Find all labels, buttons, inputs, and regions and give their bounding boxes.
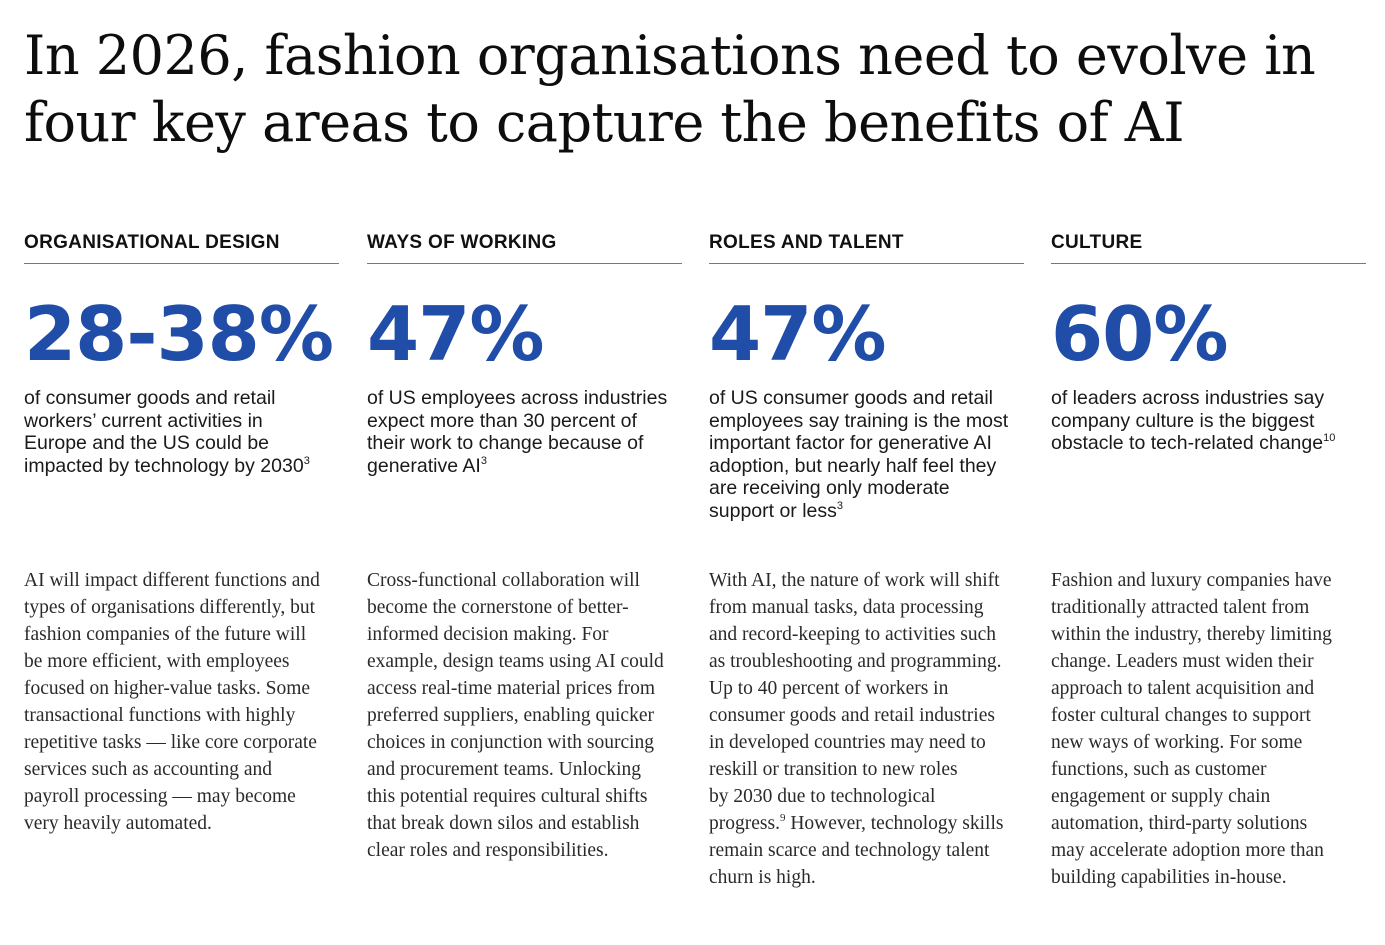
column-heading: ROLES AND TALENT bbox=[709, 232, 1024, 264]
body-paragraph: With AI, the nature of work will shift f… bbox=[709, 567, 1027, 891]
statistic-description: of US employees across industries expect… bbox=[367, 387, 685, 477]
key-statistic: 60% bbox=[1051, 290, 1229, 378]
body-line: may accelerate adoption more than bbox=[1051, 840, 1324, 861]
column-ways-of-working: WAYS OF WORKING 47% of US employees acro… bbox=[367, 232, 682, 861]
body-line: very heavily automated. bbox=[24, 813, 212, 834]
body-line: types of organisations differently, but bbox=[24, 597, 316, 618]
body-paragraph: Cross-functional collaboration will beco… bbox=[367, 567, 685, 864]
body-line: traditionally attracted talent from bbox=[1051, 597, 1310, 618]
body-line: remain scarce and technology talent bbox=[709, 840, 990, 861]
body-text-segment: progress. bbox=[709, 813, 780, 834]
body-line: functions, such as customer bbox=[1051, 759, 1267, 780]
footnote-ref: 3 bbox=[836, 499, 844, 512]
key-statistic: 47% bbox=[367, 290, 545, 378]
stat-desc-line: of leaders across industries say bbox=[1051, 387, 1325, 409]
body-line: foster cultural changes to support bbox=[1051, 705, 1311, 726]
body-line: AI will impact different functions and bbox=[24, 570, 320, 591]
body-line: preferred suppliers, enabling quicker bbox=[367, 705, 654, 726]
body-line: be more efficient, with employees bbox=[24, 651, 290, 672]
stat-desc-line: of US consumer goods and retail bbox=[709, 387, 993, 409]
body-line: progress.9 However, technology skills bbox=[709, 810, 1027, 837]
body-line: in developed countries may need to bbox=[709, 732, 986, 753]
stat-desc-line: important factor for generative AI bbox=[709, 432, 992, 454]
stat-desc-text: impacted by technology by 2030 bbox=[24, 454, 304, 477]
column-organisational-design: ORGANISATIONAL DESIGN 28-38% of consumer… bbox=[24, 232, 339, 834]
body-line: within the industry, thereby limiting bbox=[1051, 624, 1332, 645]
page-title: In 2026, fashion organisations need to e… bbox=[24, 22, 1354, 156]
stat-desc-text: obstacle to tech-related change bbox=[1051, 432, 1324, 454]
body-line: services such as accounting and bbox=[24, 759, 272, 780]
stat-desc-line: company culture is the biggest bbox=[1051, 409, 1315, 432]
body-text-segment: However, technology skills bbox=[785, 813, 1004, 834]
body-line: example, design teams using AI could bbox=[367, 651, 664, 672]
stat-desc-text: generative AI bbox=[367, 454, 481, 477]
key-statistic: 47% bbox=[709, 290, 887, 378]
body-line: change. Leaders must widen their bbox=[1051, 651, 1314, 672]
stat-desc-line: workers’ current activities in bbox=[24, 409, 263, 432]
stat-desc-line: obstacle to tech-related change10 bbox=[1051, 432, 1369, 455]
stat-desc-line: of US employees across industries bbox=[367, 387, 668, 409]
footnote-ref: 10 bbox=[1323, 432, 1336, 444]
body-line: building capabilities in-house. bbox=[1051, 867, 1287, 888]
statistic-description: of leaders across industries say company… bbox=[1051, 387, 1369, 455]
column-heading: WAYS OF WORKING bbox=[367, 232, 682, 264]
body-line: that break down silos and establish bbox=[367, 813, 640, 834]
stat-desc-line: employees say training is the most bbox=[709, 409, 1009, 432]
body-line: Up to 40 percent of workers in bbox=[709, 678, 949, 699]
body-line: by 2030 due to technological bbox=[709, 786, 936, 807]
stat-desc-line: their work to change because of bbox=[367, 432, 644, 454]
column-heading: CULTURE bbox=[1051, 232, 1366, 264]
body-line: reskill or transition to new roles bbox=[709, 759, 958, 780]
title-line-2: four key areas to capture the benefits o… bbox=[24, 91, 1185, 154]
body-line: and record-keeping to activities such bbox=[709, 624, 996, 645]
stat-desc-line: of consumer goods and retail bbox=[24, 387, 276, 409]
body-paragraph: Fashion and luxury companies have tradit… bbox=[1051, 567, 1369, 891]
column-roles-and-talent: ROLES AND TALENT 47% of US consumer good… bbox=[709, 232, 1024, 888]
body-line: automation, third-party solutions bbox=[1051, 813, 1308, 834]
stat-desc-text: support or less bbox=[709, 499, 837, 522]
body-line: access real-time material prices from bbox=[367, 678, 656, 699]
statistic-description: of US consumer goods and retail employee… bbox=[709, 387, 1027, 522]
body-line: focused on higher-value tasks. Some bbox=[24, 678, 311, 699]
body-line: churn is high. bbox=[709, 867, 816, 888]
footnote-ref: 3 bbox=[303, 454, 310, 467]
body-line: approach to talent acquisition and bbox=[1051, 678, 1315, 699]
title-line-1: In 2026, fashion organisations need to e… bbox=[24, 24, 1316, 87]
stat-desc-line: are receiving only moderate bbox=[709, 477, 950, 499]
footnote-ref: 9 bbox=[779, 812, 786, 824]
body-line: from manual tasks, data processing bbox=[709, 597, 984, 618]
stat-desc-line: generative AI3 bbox=[367, 455, 685, 478]
column-culture: CULTURE 60% of leaders across industries… bbox=[1051, 232, 1366, 888]
body-line: payroll processing — may become bbox=[24, 786, 296, 807]
stat-desc-line: adoption, but nearly half feel they bbox=[709, 454, 997, 477]
stat-desc-line: impacted by technology by 20303 bbox=[24, 455, 342, 478]
body-line: Fashion and luxury companies have bbox=[1051, 570, 1332, 591]
body-line: new ways of working. For some bbox=[1051, 732, 1303, 753]
body-line: fashion companies of the future will bbox=[24, 624, 307, 645]
body-line: With AI, the nature of work will shift bbox=[709, 570, 1000, 591]
body-line: clear roles and responsibilities. bbox=[367, 840, 609, 861]
body-line: become the cornerstone of better- bbox=[367, 597, 629, 618]
column-heading: ORGANISATIONAL DESIGN bbox=[24, 232, 339, 264]
body-line: informed decision making. For bbox=[367, 624, 609, 645]
stat-desc-line: Europe and the US could be bbox=[24, 432, 270, 454]
body-line: transactional functions with highly bbox=[24, 705, 296, 726]
key-statistic: 28-38% bbox=[24, 290, 334, 378]
body-line: consumer goods and retail industries bbox=[709, 705, 995, 726]
body-line: Cross-functional collaboration will bbox=[367, 570, 640, 591]
statistic-description: of consumer goods and retail workers’ cu… bbox=[24, 387, 342, 477]
body-line: engagement or supply chain bbox=[1051, 786, 1271, 807]
body-paragraph: AI will impact different functions and t… bbox=[24, 567, 342, 837]
stat-desc-line: expect more than 30 percent of bbox=[367, 409, 637, 432]
footnote-ref: 3 bbox=[480, 454, 487, 467]
body-line: choices in conjunction with sourcing bbox=[367, 732, 655, 753]
body-line: repetitive tasks — like core corporate bbox=[24, 732, 317, 753]
body-line: this potential requires cultural shifts bbox=[367, 786, 648, 807]
stat-desc-line: support or less3 bbox=[709, 500, 1027, 523]
body-line: as troubleshooting and programming. bbox=[709, 651, 1002, 672]
body-line: and procurement teams. Unlocking bbox=[367, 759, 641, 780]
